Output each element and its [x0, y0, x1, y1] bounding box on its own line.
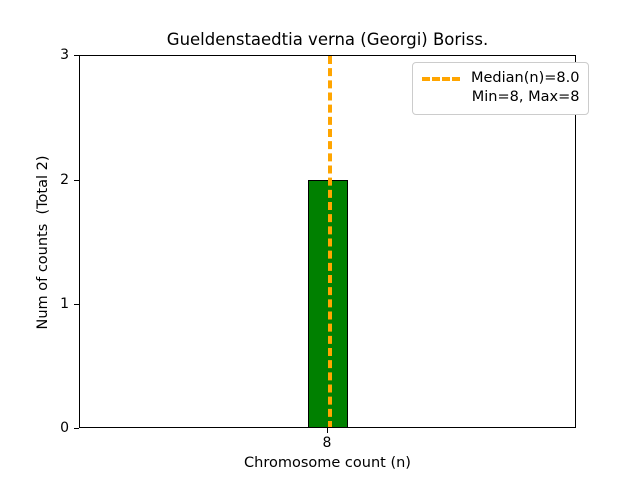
x-tick-label-8: 8 — [322, 435, 332, 451]
y-tick-mark-0 — [74, 428, 79, 429]
median-line — [328, 56, 332, 427]
y-tick-label-1: 1 — [60, 296, 69, 312]
y-axis-label: Num of counts (Total 2) — [35, 155, 51, 330]
plot-area — [79, 55, 576, 428]
legend-entry-minmax: Min=8, Max=8 — [422, 88, 580, 107]
y-tick-label-3: 3 — [60, 47, 69, 63]
legend: Median(n)=8.0 Min=8, Max=8 — [412, 62, 590, 115]
legend-label-minmax: Min=8, Max=8 — [471, 89, 580, 105]
y-tick-label-2: 2 — [60, 172, 69, 188]
x-tick-mark-8 — [327, 428, 328, 433]
legend-entry-median: Median(n)=8.0 — [422, 69, 579, 88]
legend-dashed-line-icon — [422, 76, 460, 81]
y-tick-mark-1 — [74, 304, 79, 305]
x-axis-label: Chromosome count (n) — [244, 455, 411, 471]
y-tick-mark-3 — [74, 55, 79, 56]
chart-title: Gueldenstaedtia verna (Georgi) Boriss. — [166, 30, 489, 49]
legend-label-median: Median(n)=8.0 — [471, 70, 580, 86]
y-tick-mark-2 — [74, 180, 79, 181]
y-tick-label-0: 0 — [60, 420, 69, 436]
